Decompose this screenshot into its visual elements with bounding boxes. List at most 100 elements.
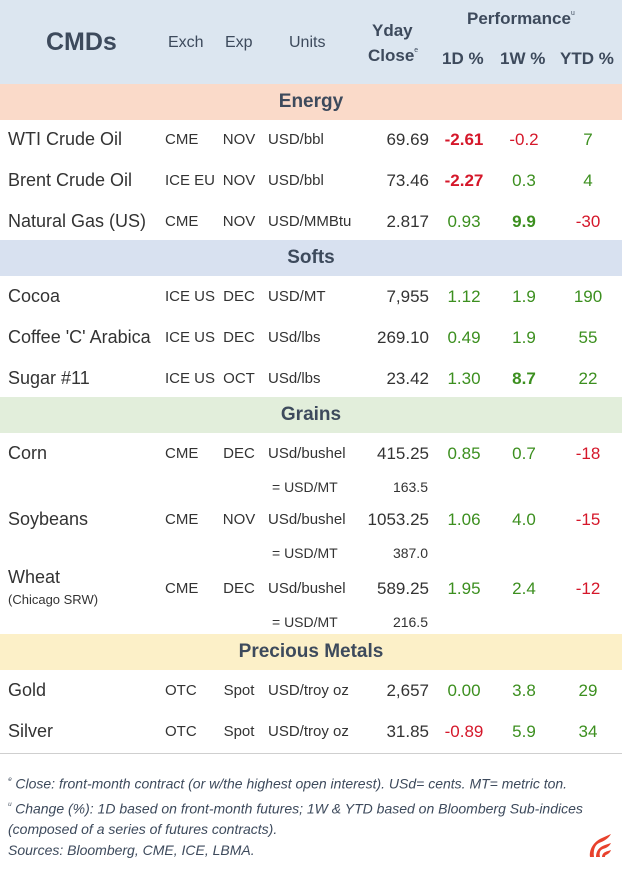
units: USD/MMBtu [268, 213, 352, 230]
header-exp: Exp [225, 34, 253, 51]
commodity-name: Corn [8, 443, 48, 463]
commodity-name: Natural Gas (US) [8, 211, 147, 231]
units: USd/bushel [268, 580, 346, 597]
table-row-natgas: Natural Gas (US) CME NOV USD/MMBtu 2.817… [0, 201, 622, 242]
change-ytd: -18 [575, 444, 601, 463]
change-1d: -0.89 [444, 722, 484, 741]
change-1w: 0.3 [512, 171, 536, 190]
footnotes: ᵉ Close: front-month contract (or w/the … [8, 770, 618, 861]
yday-close: 7,955 [386, 287, 429, 306]
expiry: DEC [223, 580, 255, 597]
footnote-sources: Sources: Bloomberg, CME, ICE, LBMA. [8, 842, 255, 859]
exchange: CME [165, 580, 199, 597]
units: USD/MT [268, 288, 326, 305]
yday-close: 2.817 [386, 212, 429, 231]
commodity-name: Coffee 'C' Arabica [8, 327, 151, 347]
table-row-soybeans: Soybeans CME NOV USd/bushel 1053.25 1.06… [0, 499, 622, 540]
table-row-sugar: Sugar #11 ICE US OCT USd/lbs 23.42 1.30 … [0, 358, 622, 399]
yday-close: 2,657 [386, 681, 429, 700]
change-1d: 1.12 [447, 287, 481, 306]
change-1w: 0.7 [512, 444, 536, 463]
exchange: ICE EU [165, 172, 216, 189]
exchange: ICE US [165, 370, 216, 387]
change-1w: 2.4 [512, 579, 536, 598]
change-ytd: 29 [578, 681, 598, 700]
expiry: NOV [222, 172, 256, 189]
table-bottom-divider [0, 753, 622, 754]
section-energy: Energy [0, 84, 622, 120]
yday-close: 589.25 [377, 579, 429, 598]
section-softs: Softs [0, 240, 622, 276]
units: USD/troy oz [268, 723, 349, 740]
expiry: NOV [222, 213, 256, 230]
commodity-name: Gold [8, 680, 47, 700]
header-yday-line1: Yday [372, 21, 413, 40]
table-row-gold: Gold OTC Spot USD/troy oz 2,657 0.00 3.8… [0, 670, 622, 711]
change-ytd: 7 [583, 130, 593, 149]
exchange: OTC [165, 682, 197, 699]
header-ytd: YTD % [560, 49, 614, 68]
change-ytd: 22 [578, 369, 598, 388]
change-1d: -2.27 [444, 171, 484, 190]
commodity-name: Wheat [8, 567, 61, 587]
commodity-name: WTI Crude Oil [8, 129, 123, 149]
commodity-subname: (Chicago SRW) [8, 592, 99, 607]
header-exch: Exch [168, 34, 204, 51]
expiry: DEC [223, 445, 255, 462]
expiry: NOV [222, 511, 256, 528]
conversion-units: = USD/MT [272, 479, 338, 495]
expiry: NOV [222, 131, 256, 148]
conversion-value: 216.5 [392, 614, 428, 630]
footnote-close: ᵉ Close: front-month contract (or w/the … [8, 775, 568, 792]
flame-stripes-icon [589, 834, 611, 857]
change-1d: 1.06 [447, 510, 481, 529]
exchange: CME [165, 445, 199, 462]
yday-close: 269.10 [377, 328, 429, 347]
units: USD/troy oz [268, 682, 349, 699]
yday-close: 1053.25 [367, 510, 429, 529]
change-1d: 1.95 [447, 579, 481, 598]
commodity-name: Soybeans [8, 509, 89, 529]
change-ytd: 34 [578, 722, 598, 741]
exchange: CME [165, 511, 199, 528]
header-performance: Performanceᵘ [467, 9, 575, 28]
change-1d: 0.93 [447, 212, 481, 231]
change-1w: 4.0 [512, 510, 536, 529]
section-precious-metals: Precious Metals [0, 634, 622, 670]
yday-close: 69.69 [386, 130, 429, 149]
conversion-value: 387.0 [392, 545, 428, 561]
table-row-wti: WTI Crude Oil CME NOV USD/bbl 69.69 -2.6… [0, 119, 622, 160]
change-1d: 1.30 [447, 369, 481, 388]
footnote-mark-u: ᵘ [570, 9, 575, 21]
change-ytd: -30 [575, 212, 601, 231]
change-1w: 5.9 [512, 722, 536, 741]
exchange: CME [165, 213, 199, 230]
change-ytd: -15 [575, 510, 601, 529]
exchange: CME [165, 131, 199, 148]
change-ytd: 4 [583, 171, 593, 190]
table-title: CMDs [46, 28, 117, 56]
units: USd/bushel [268, 511, 346, 528]
table-row-wheat: Wheat (Chicago SRW) CME DEC USd/bushel 5… [0, 568, 622, 609]
expiry: OCT [223, 370, 255, 387]
expiry: DEC [223, 288, 255, 305]
yday-close: 23.42 [386, 369, 429, 388]
change-1w: 3.8 [512, 681, 536, 700]
table-row-corn: Corn CME DEC USd/bushel 415.25 0.85 0.7 … [0, 433, 622, 474]
change-ytd: -12 [575, 579, 601, 598]
table-row-cocoa: Cocoa ICE US DEC USD/MT 7,955 1.12 1.9 1… [0, 276, 622, 317]
units: USd/bushel [268, 445, 346, 462]
change-1d: 0.00 [447, 681, 481, 700]
change-1w: -0.2 [509, 130, 539, 149]
header-1d: 1D % [442, 49, 484, 68]
units: USd/lbs [268, 329, 321, 346]
exchange: ICE US [165, 288, 216, 305]
change-1w: 8.7 [512, 369, 536, 388]
section-grains: Grains [0, 397, 622, 433]
change-1d: 0.49 [447, 328, 481, 347]
yday-close: 31.85 [386, 722, 429, 741]
change-ytd: 190 [573, 287, 603, 306]
header-1w: 1W % [500, 49, 546, 68]
units: USD/bbl [268, 131, 324, 148]
conversion-value: 163.5 [392, 479, 428, 495]
